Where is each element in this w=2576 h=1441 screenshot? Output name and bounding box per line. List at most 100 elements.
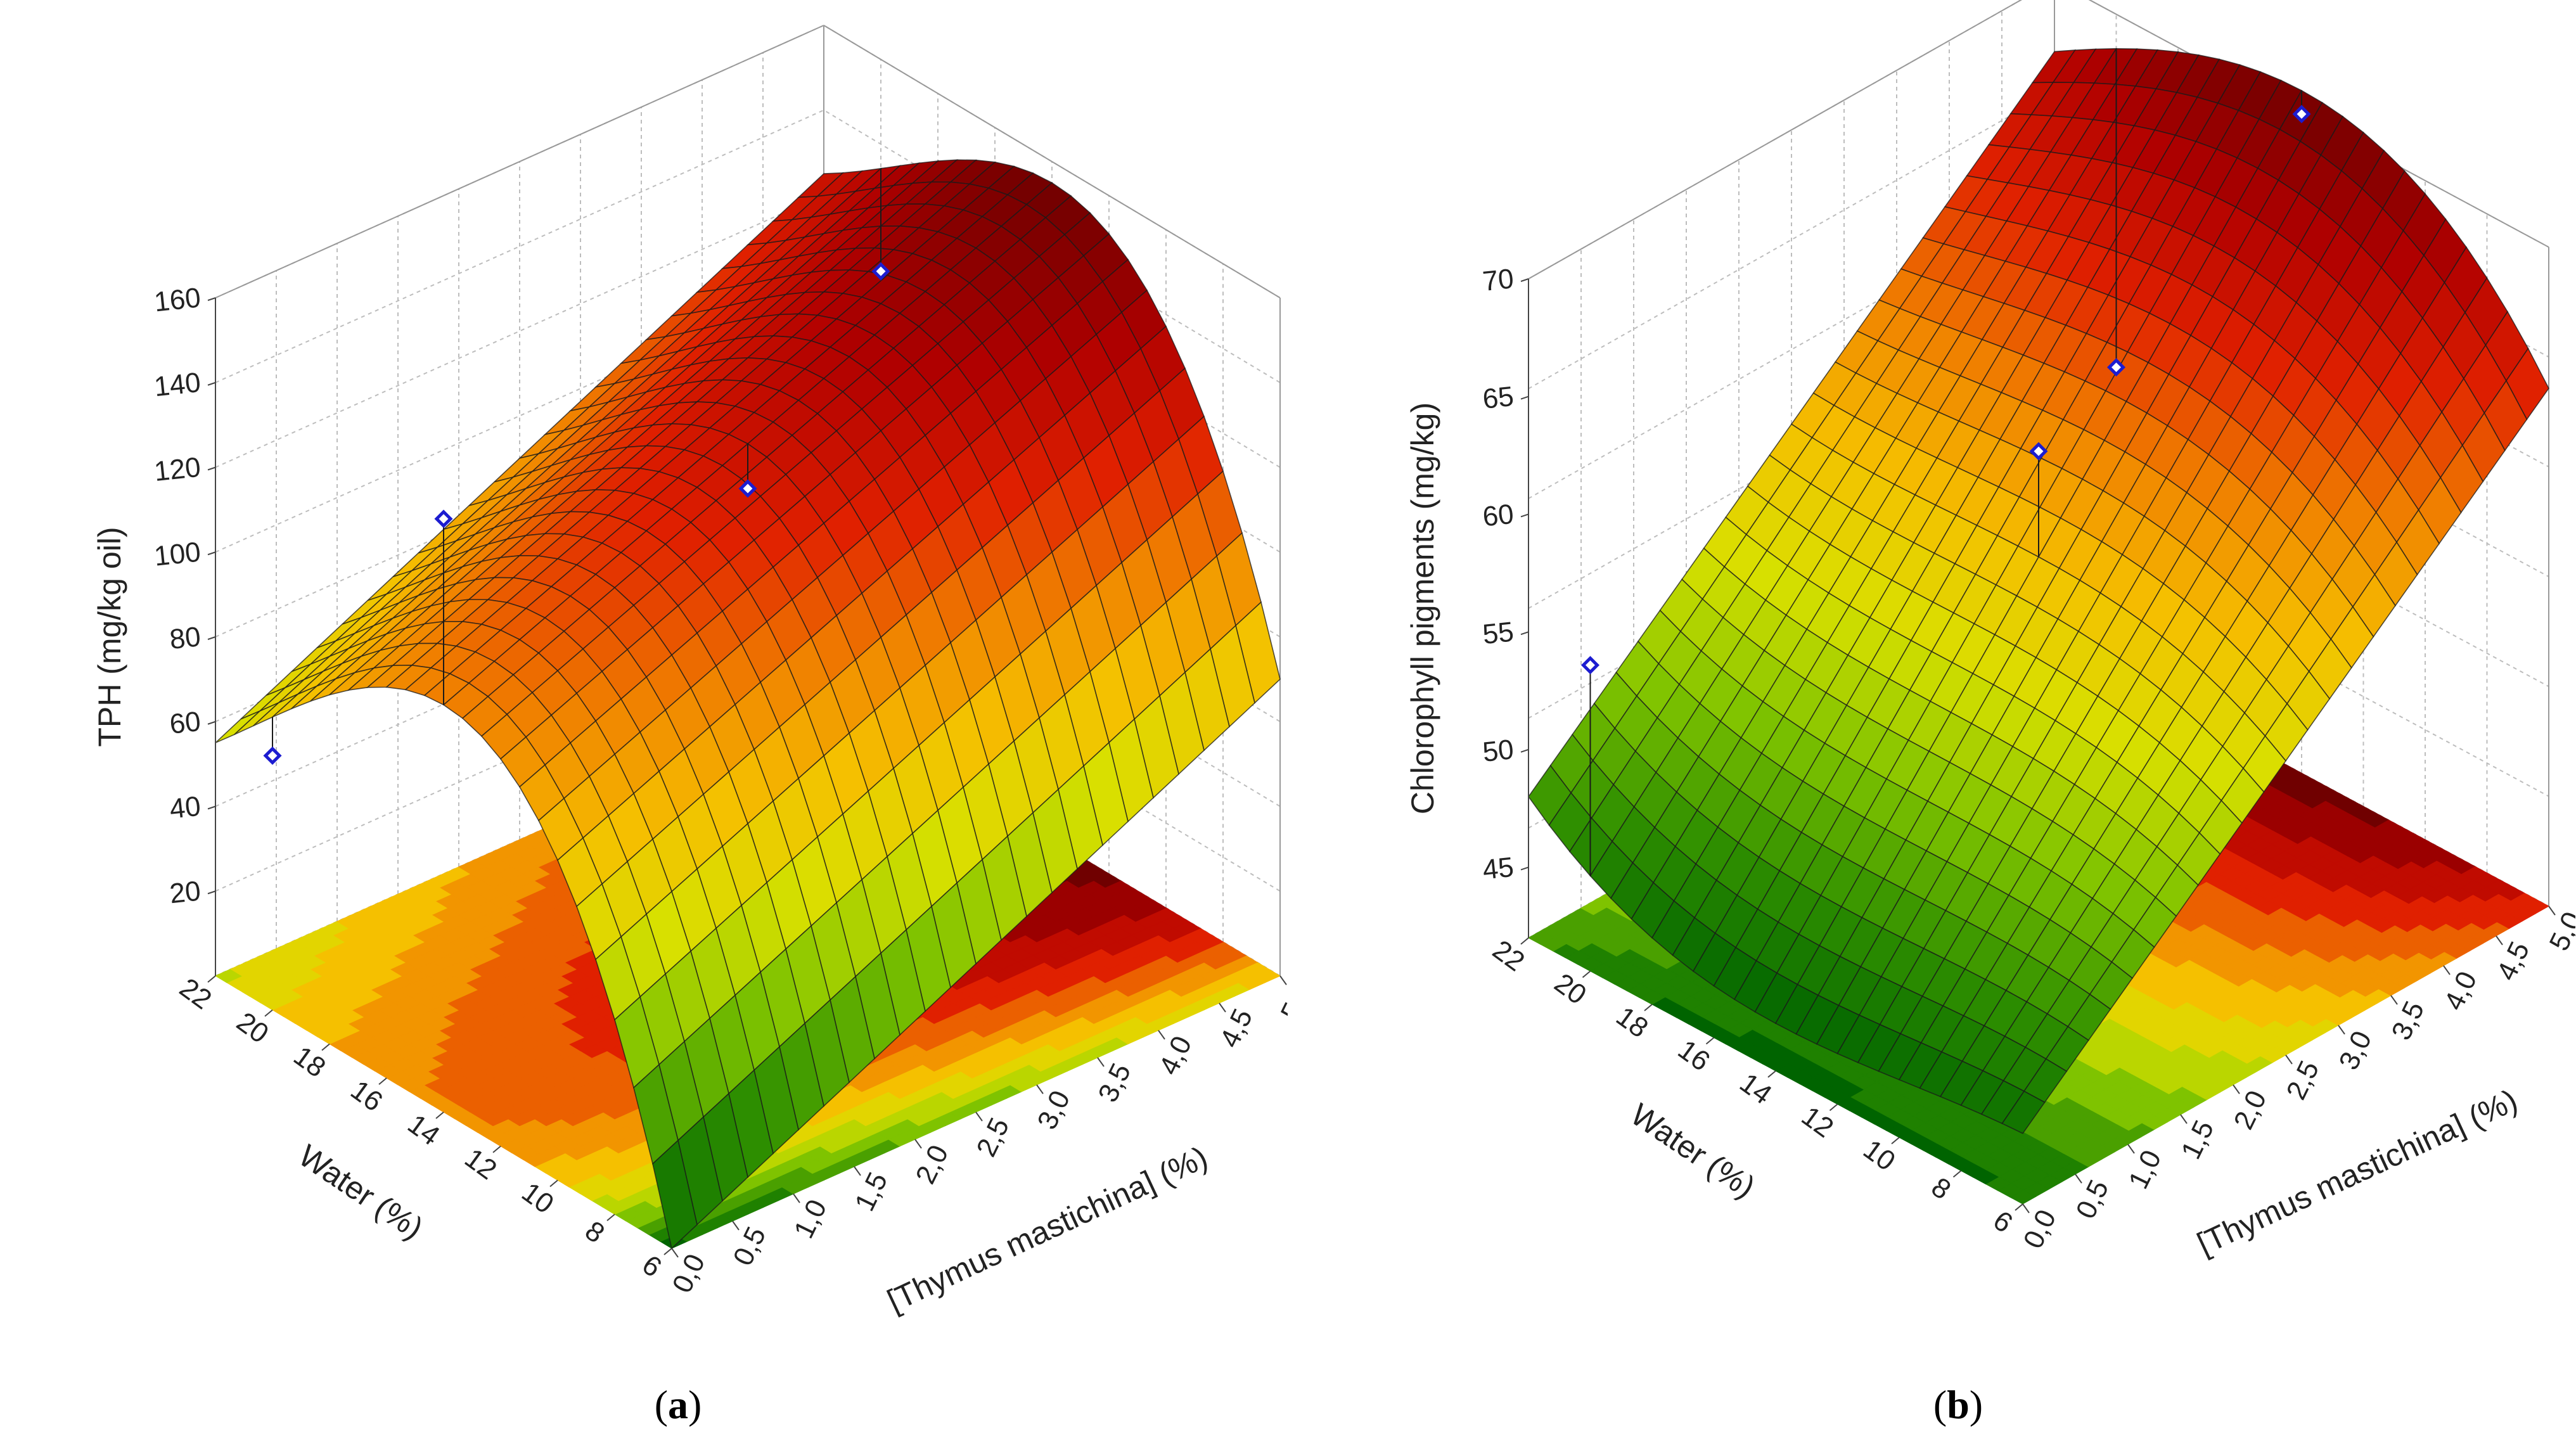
caption-a: (a) [654,1382,702,1427]
x-tick-mark [914,1139,922,1149]
observed-point-4 [871,262,890,281]
y-tick-label: 22 [1487,934,1530,977]
z-tick-label: 100 [153,536,202,572]
y-tick-label: 6 [1987,1205,2018,1239]
x-tick-label: 2,5 [971,1113,1016,1161]
x-tick-mark [2075,1174,2082,1184]
y-tick-mark [378,1077,387,1086]
x-tick-label: 1,5 [849,1167,894,1215]
x-tick-mark [2233,1084,2240,1094]
caption-b-letter: b [1947,1382,1970,1427]
z-tick-mark [207,890,216,895]
y-tick-mark [2015,1203,2023,1211]
x-tick-mark [793,1193,800,1203]
box-edge [1528,0,2023,279]
x-tick-label: 0,5 [2070,1175,2115,1223]
z-tick-label: 140 [153,367,202,402]
response-surface [215,159,1281,1250]
x-tick-mark [1158,1030,1165,1040]
x-tick-mark [2285,1054,2293,1065]
y-tick-mark [207,975,216,983]
x-tick-label: 3,5 [1093,1058,1137,1106]
x-tick-mark [2338,1025,2345,1035]
y-tick-label: 14 [402,1108,445,1151]
z-axis-title: TPH (mg/kg oil) [92,527,127,746]
x-tick-label: 3,5 [2386,996,2431,1044]
z-tick-label: 60 [168,706,202,740]
x-tick-label: 2,0 [2228,1086,2273,1134]
x-tick-mark [671,1248,679,1258]
z-tick-mark [1520,278,1529,282]
z-tick-label: 50 [1481,734,1515,768]
surface-cell [2001,1090,2046,1134]
z-tick-mark [207,381,216,386]
panel-a: 20 40 60 80 100 120 140 160 TPH (mg/kg oil) 0,0 0,… [92,24,1288,1319]
y-tick-label: 22 [174,972,217,1015]
x-tick-label: 4,5 [1214,1004,1259,1052]
y-tick-label: 10 [1857,1134,1900,1177]
surface-cell [215,710,260,743]
y-tick-mark [492,1145,501,1153]
y-tick-mark [1705,1037,1715,1045]
z-tick-label: 120 [153,452,202,487]
y-axis-title: Water (%) [1624,1096,1761,1205]
z-tick-label: 40 [168,791,202,825]
x-tick-mark [2548,906,2556,916]
y-tick-label: 6 [636,1249,667,1283]
x-tick-label: 5,0 [2544,907,2575,955]
z-tick-label: 65 [1481,381,1515,415]
y-tick-label: 18 [1610,1001,1653,1044]
response-surface [1528,48,2549,1134]
x-tick-label: 1,0 [2123,1145,2168,1193]
z-tick-mark [1520,866,1529,871]
box-edge [823,25,1281,298]
x-tick-label: 1,5 [2176,1115,2220,1163]
z-tick-mark [1520,395,1529,400]
y-tick-mark [606,1214,615,1222]
z-tick-label: 70 [1481,263,1515,297]
x-tick-label: 0,0 [667,1249,712,1297]
y-tick-mark [1767,1070,1776,1078]
z-tick-label: 45 [1481,852,1515,886]
x-tick-label: 3,0 [2333,1026,2378,1074]
x-tick-label: 4,0 [2438,966,2483,1015]
x-tick-mark [2127,1144,2135,1154]
x-tick-mark [2180,1114,2188,1124]
y-tick-mark [1644,1004,1653,1011]
box-edge [215,25,824,298]
y-tick-mark [321,1043,330,1051]
y-tick-mark [264,1009,273,1017]
y-tick-label: 8 [1926,1172,1957,1206]
z-axis-title: Chlorophyll pigments (mg/kg) [1405,402,1440,814]
y-tick-mark [549,1179,558,1188]
x-tick-label: 2,5 [2281,1056,2326,1104]
y-tick-label: 12 [1796,1101,1839,1144]
x-tick-label: 1,0 [788,1194,833,1243]
x-tick-mark [2443,965,2451,975]
y-tick-label: 8 [579,1215,610,1250]
observed-point-4 [2292,105,2311,124]
y-tick-label: 16 [345,1074,388,1117]
x-tick-mark [975,1111,983,1122]
x-tick-label: 3,0 [1032,1086,1077,1134]
y-tick-mark [1891,1137,1900,1144]
x-tick-mark [1097,1057,1105,1067]
z-tick-label: 80 [168,621,202,655]
y-tick-label: 20 [1549,968,1592,1011]
z-tick-mark [207,720,216,725]
y-tick-mark [435,1111,444,1119]
x-tick-mark [1219,1002,1226,1013]
y-tick-mark [1582,970,1591,978]
surface-cell [652,1139,698,1250]
y-tick-mark [1952,1170,1962,1178]
y-tick-mark [1829,1103,1838,1111]
observed-points [1580,48,2311,876]
x-tick-mark [2390,995,2398,1005]
y-tick-label: 10 [516,1177,559,1220]
panel-b: 45 50 55 60 65 70 Chlorophyll pigments (mg/kg)… [1288,0,2575,1441]
y-tick-label: 18 [288,1041,331,1084]
